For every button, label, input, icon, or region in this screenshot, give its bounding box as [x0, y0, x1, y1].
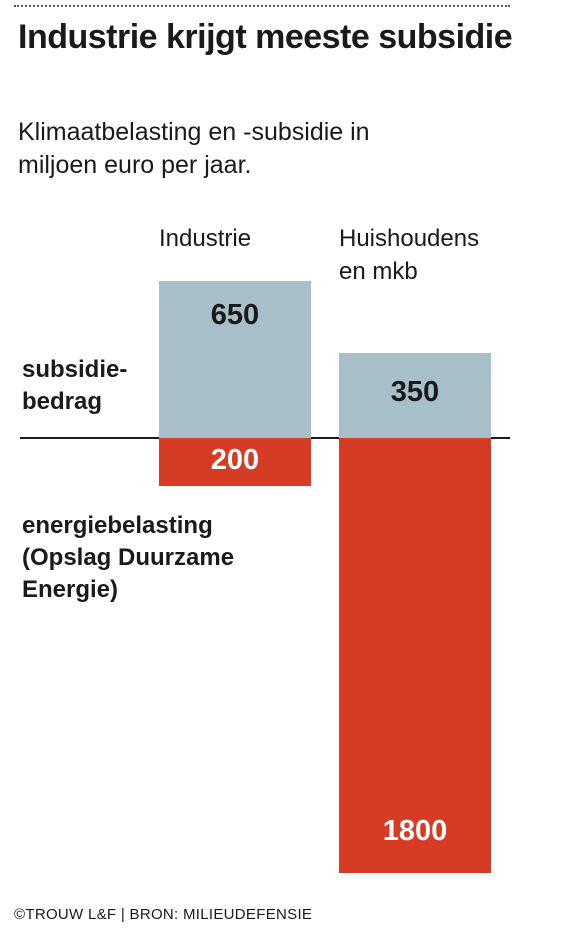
chart-title: Industrie krijgt meeste subsidie — [18, 18, 513, 56]
data-label-subsidy-1: 350 — [390, 375, 440, 408]
series-label-subsidy: subsidie- bedrag — [22, 356, 128, 415]
bar-tax-1 — [339, 438, 491, 873]
data-label-subsidy-0: 650 — [210, 299, 260, 331]
category-label-industrie: Industrie — [159, 225, 252, 252]
series-label-tax: energiebelasting (Opslag Duurzame Energi… — [22, 512, 235, 603]
bar-subsidy-1 — [339, 353, 491, 438]
source-credit: ©TROUW L&F | BRON: MILIEUDEFENSIE — [14, 906, 313, 923]
bar-tax-0 — [159, 438, 311, 486]
data-label-tax-0: 200 — [210, 444, 260, 476]
data-label-tax-1: 1800 — [382, 815, 448, 847]
category-label-huishoudens: Huishoudens en mkb — [339, 225, 480, 285]
bar-subsidy-0 — [159, 281, 311, 438]
top-dotted-rule — [14, 5, 510, 7]
chart-subtitle: Klimaatbelasting en -subsidie in miljoen… — [18, 118, 370, 179]
